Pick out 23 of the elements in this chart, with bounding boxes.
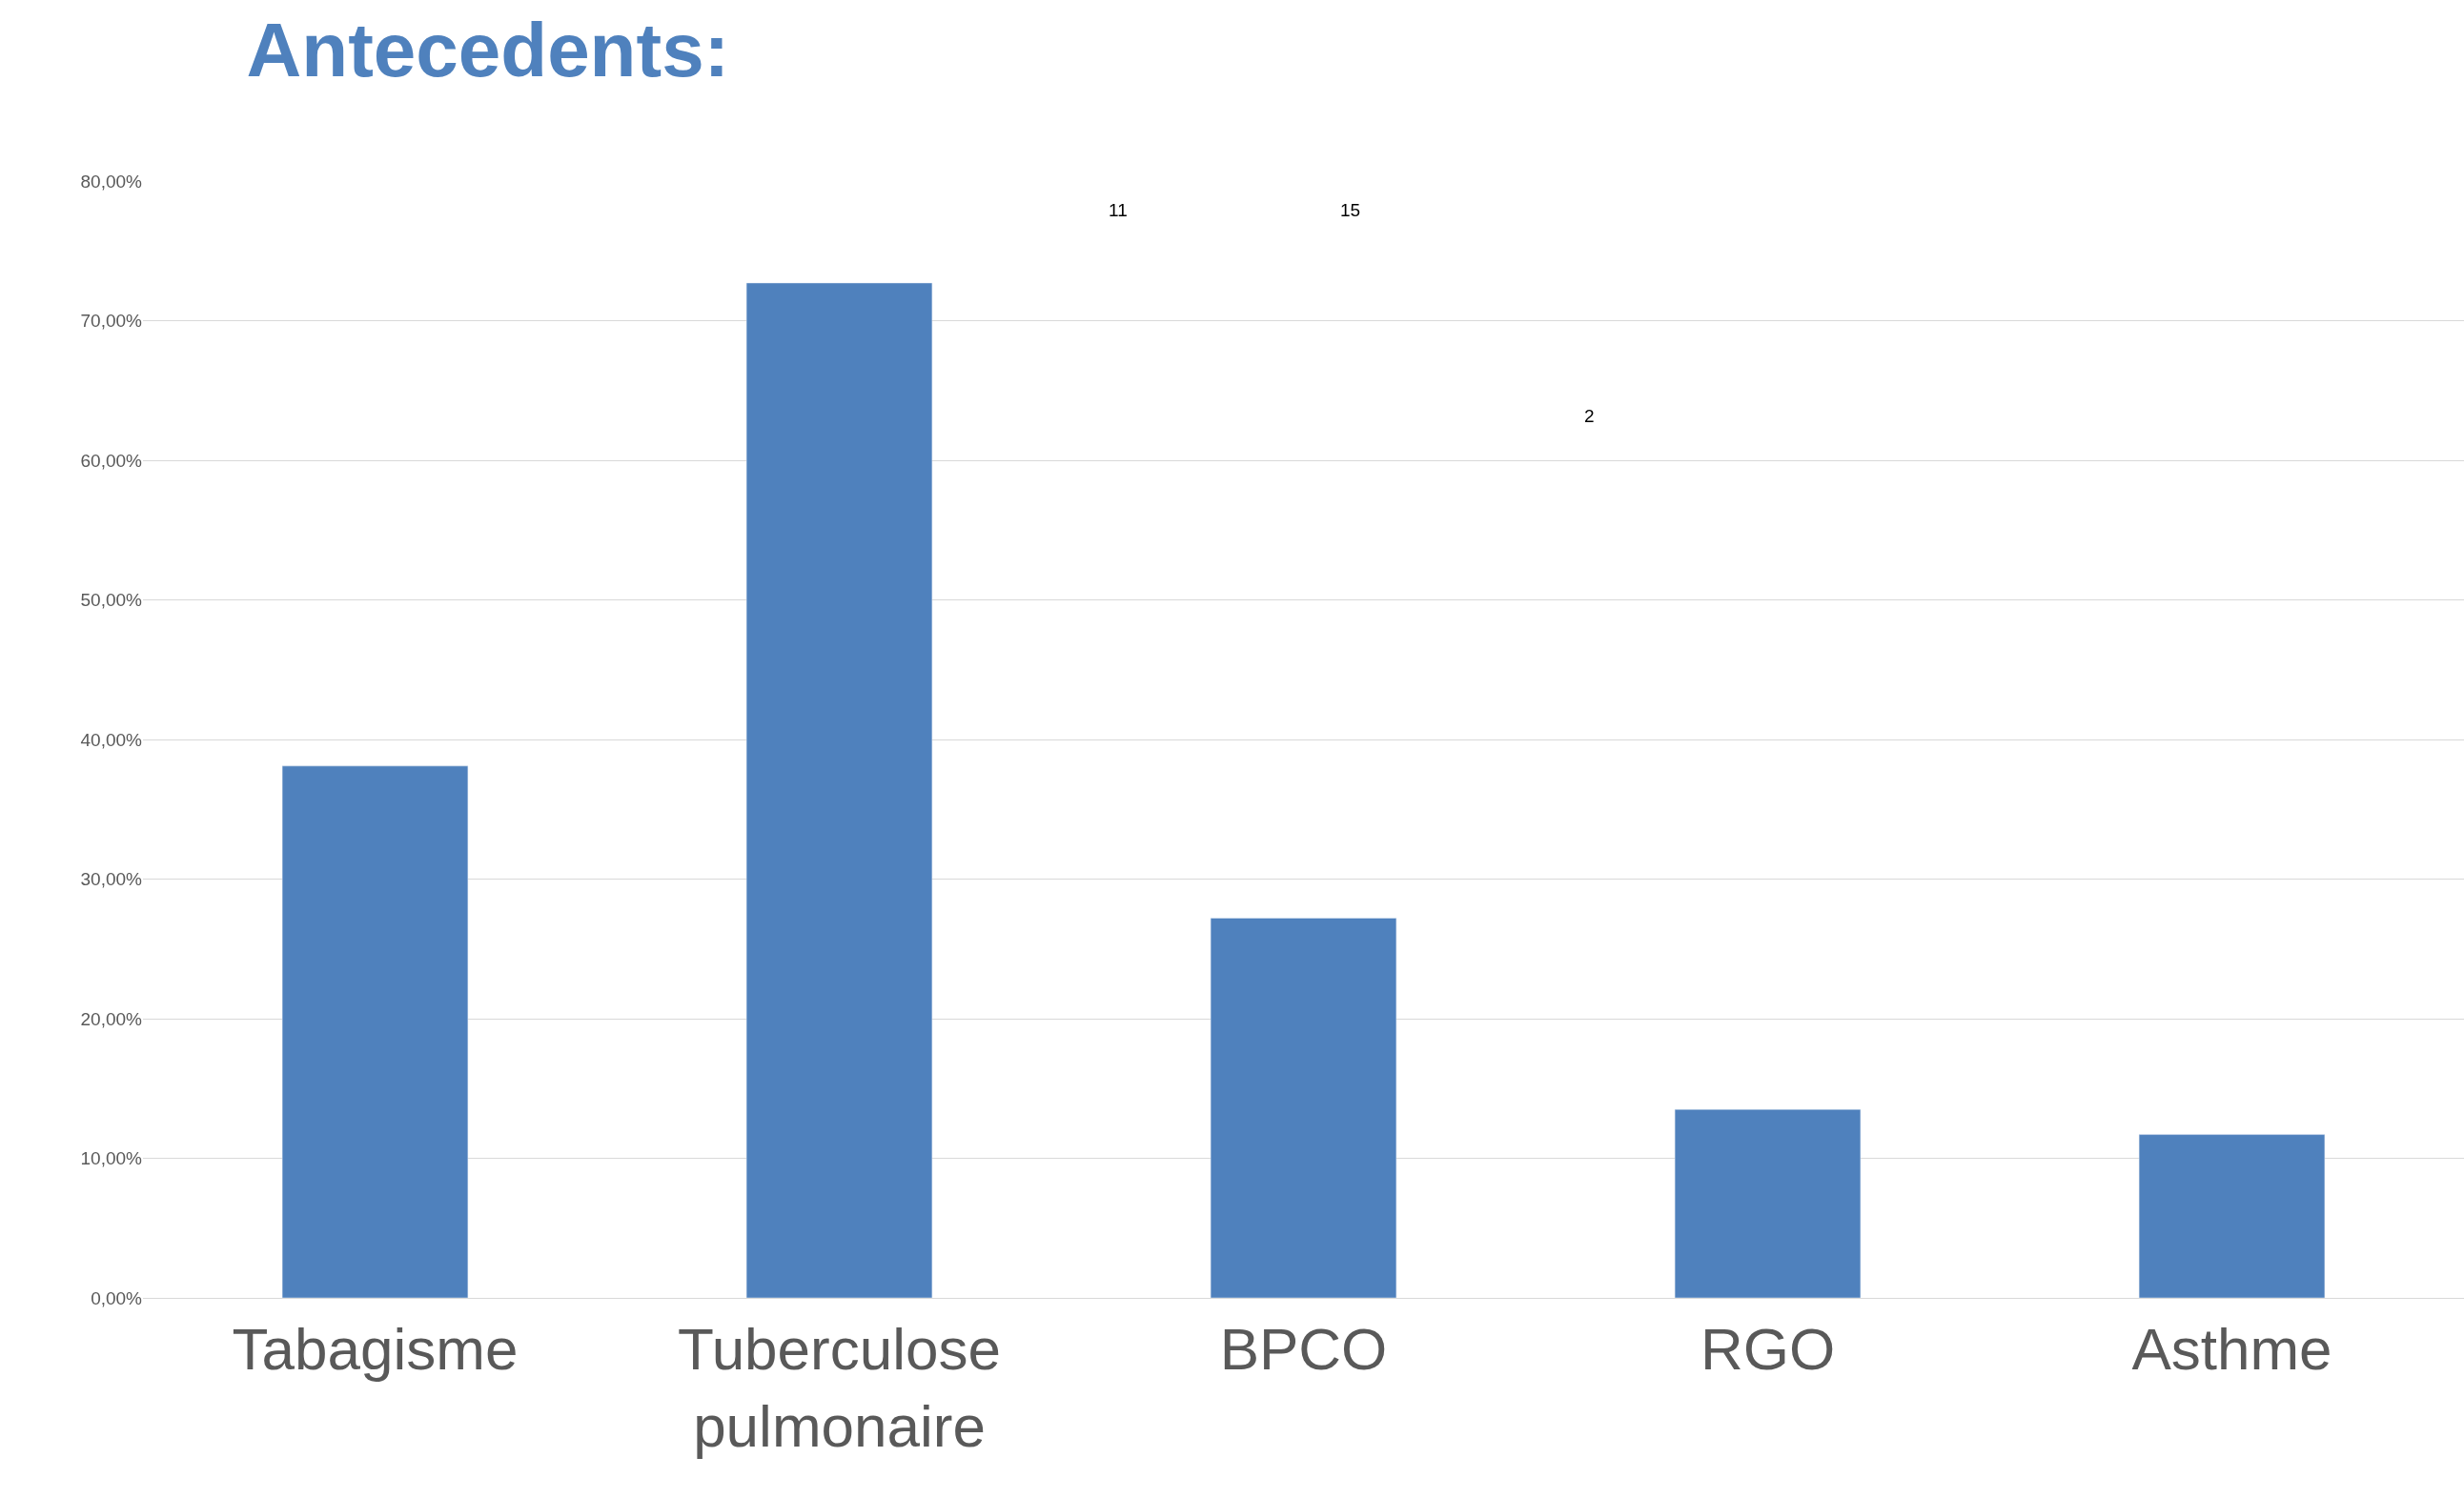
x-tick-label: Asthme (2131, 1316, 2332, 1383)
x-tick-label: BPCO (1219, 1316, 1388, 1383)
y-tick-label: 60,00% (80, 450, 143, 471)
y-tick-label: 0,00% (91, 1287, 143, 1308)
x-tick-label: Tabagisme (232, 1316, 519, 1383)
bar (281, 765, 469, 1298)
y-tick-label: 40,00% (80, 729, 143, 750)
y-tick-label: 70,00% (80, 311, 143, 332)
y-tick-label: 30,00% (80, 869, 143, 890)
chart-title: Antecedents: (246, 7, 730, 92)
bar (1210, 918, 1397, 1298)
y-tick-label: 20,00% (80, 1008, 143, 1029)
annotation: 11 (1109, 200, 1128, 220)
x-tick-label: Tuberculose pulmonaire (678, 1316, 1001, 1459)
annotation: 2 (1584, 406, 1595, 426)
x-tick-label: RGO (1700, 1316, 1836, 1383)
bar (1674, 1108, 1862, 1298)
annotation: 15 (1340, 200, 1361, 220)
y-tick-label: 80,00% (80, 171, 143, 192)
y-tick-label: 10,00% (80, 1148, 143, 1169)
y-tick-label: 50,00% (80, 590, 143, 611)
bar (2138, 1134, 2326, 1298)
bar (745, 282, 933, 1298)
